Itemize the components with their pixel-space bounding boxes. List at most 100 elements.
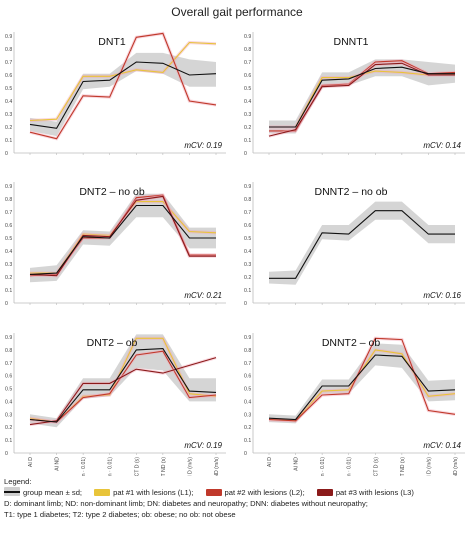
legend-items: group mean ± sd; pat #1 with lesions (L1… [4,487,472,498]
y-tick-label: 0.5 [5,387,12,393]
panel-title: DNNT2 – ob [322,337,381,349]
figure-title: Overall gait performance [171,5,303,19]
y-tick-label: 0.5 [5,236,12,242]
y-tick-label: 0.4 [5,249,12,255]
y-tick-label: 0.1 [244,288,251,294]
panel-mcv: mCV: 0.21 [184,291,222,300]
y-tick-label: 0.5 [5,86,12,92]
chart-panel-1: 0 0.1 0.2 0.3 0.4 0.5 0.6 0.7 0.8 0.9 DNT1 mCV: 0.1… [5,31,226,157]
panel-title: DNT1 [98,36,126,48]
y-tick-label: 0.1 [5,438,12,444]
x-tick-label: vel D (m/s) [187,457,193,476]
y-tick-label: 0.3 [5,262,12,268]
series-line-1 [29,41,217,122]
panel-mcv: mCV: 0.14 [423,141,461,150]
y-tick-label: 0.8 [5,47,12,53]
legend-swatch-pat2 [205,489,222,496]
x-tick-label: cad D (spm · 0.01) [320,457,326,476]
sd-band [30,52,216,137]
y-tick-label: 0.9 [244,34,251,40]
y-tick-label: 0.2 [244,125,251,131]
legend-item-pat3: pat #3 with lesions (L3) [316,487,414,498]
y-tick-label: 0 [5,151,8,157]
x-tick-label: AI ND [294,457,300,471]
y-tick-label: 0.3 [5,412,12,418]
y-tick-label: 0.6 [5,223,12,229]
y-tick-label: 0.7 [5,60,12,66]
series-line-3 [29,357,217,426]
panel-mcv: mCV: 0.16 [423,291,461,300]
x-tick-label: AI ND [55,457,61,471]
y-tick-label: 0.9 [5,34,12,40]
sd-band [269,201,455,285]
mean-line [29,61,217,129]
y-tick-label: 0.8 [244,47,251,53]
legend: Legend: group mean ± sd; pat #1 with les… [4,476,472,520]
chart-panel-3: 0 0.1 0.2 0.3 0.4 0.5 0.6 0.7 0.8 0.9 DNT2 – no ob… [5,182,226,307]
sd-band [269,59,455,134]
y-tick-label: 0.7 [244,60,251,66]
y-tick-label: 0.3 [244,412,251,418]
y-tick-label: 0.4 [244,249,251,255]
figure-canvas: Overall gait performance 0 0.1 0.2 0.3 0.4 0.… [5,5,465,476]
y-tick-label: 0.8 [5,348,12,354]
x-tick-label: CT ND (s) [400,457,406,476]
legend-swatch-pat3 [316,489,333,496]
legend-note-1: D: dominant limb; ND: non-dominant limb;… [4,499,368,508]
y-tick-label: 0.5 [244,236,251,242]
series-line-2 [29,350,217,423]
y-tick-label: 0.2 [244,425,251,431]
y-tick-label: 0.9 [244,184,251,190]
y-tick-label: 0.8 [5,197,12,203]
mean-line [269,66,455,128]
x-tick-label: AI D [28,457,34,467]
y-tick-label: 0 [244,451,247,457]
y-tick-label: 0.8 [244,348,251,354]
y-tick-label: 0.7 [244,361,251,367]
y-tick-label: 0.1 [244,438,251,444]
legend-label-pat2: pat #2 with lesions (L2); [224,488,305,497]
x-tick-label: cad ND (spm · 0.01) [108,457,114,476]
series-line-2 [268,337,456,422]
y-tick-label: 0.6 [244,223,251,229]
y-tick-label: 0.5 [244,387,251,393]
chart-panel-5: 0 0.1 0.2 0.3 0.4 0.5 0.6 0.7 0.8 0.9 AI D AI ND cad… [5,333,226,476]
y-tick-label: 0.3 [5,112,12,118]
legend-label-group: group mean ± sd; [23,488,83,497]
y-tick-label: 0.2 [5,425,12,431]
y-tick-label: 0.6 [5,374,12,380]
panel-title: DNNT2 – no ob [315,186,388,198]
y-tick-label: 0.9 [5,184,12,190]
y-tick-label: 0.1 [5,138,12,144]
y-tick-label: 0.1 [244,138,251,144]
y-tick-label: 0.2 [5,275,12,281]
legend-swatch-pat1 [94,489,111,496]
x-tick-label: cad ND (spm · 0.01) [347,457,353,476]
y-tick-label: 0.4 [244,99,251,105]
y-tick-label: 0.3 [244,112,251,118]
legend-label-pat1: pat #1 with lesions (L1); [113,488,194,497]
y-tick-label: 0.6 [244,73,251,79]
y-tick-label: 0.6 [244,374,251,380]
legend-note-2: T1: type 1 diabetes; T2: type 2 diabetes… [4,510,236,519]
y-tick-label: 0.9 [5,335,12,341]
x-tick-label: CT ND (s) [161,457,167,476]
mean-line [269,210,455,279]
y-tick-label: 0.7 [5,361,12,367]
y-tick-label: 0 [244,301,247,307]
mean-line [268,354,456,421]
x-tick-label: CT D (s) [373,457,379,476]
y-tick-label: 0 [5,451,8,457]
y-tick-label: 0.3 [244,262,251,268]
chart-panel-4: 0 0.1 0.2 0.3 0.4 0.5 0.6 0.7 0.8 0.9 DNNT2 – no o… [244,182,465,307]
sd-band [30,193,216,283]
x-tick-label: vel ND (m/s) [214,457,220,476]
chart-panel-6: 0 0.1 0.2 0.3 0.4 0.5 0.6 0.7 0.8 0.9 AI D AI ND cad… [244,333,465,476]
panel-title: DNT2 – no ob [79,186,145,198]
series-line-3 [29,195,216,277]
y-tick-label: 0.2 [244,275,251,281]
x-tick-label: cad D (spm · 0.01) [81,457,87,476]
series-line-2 [29,32,217,140]
y-tick-label: 0 [5,301,8,307]
panel-mcv: mCV: 0.19 [184,141,222,150]
